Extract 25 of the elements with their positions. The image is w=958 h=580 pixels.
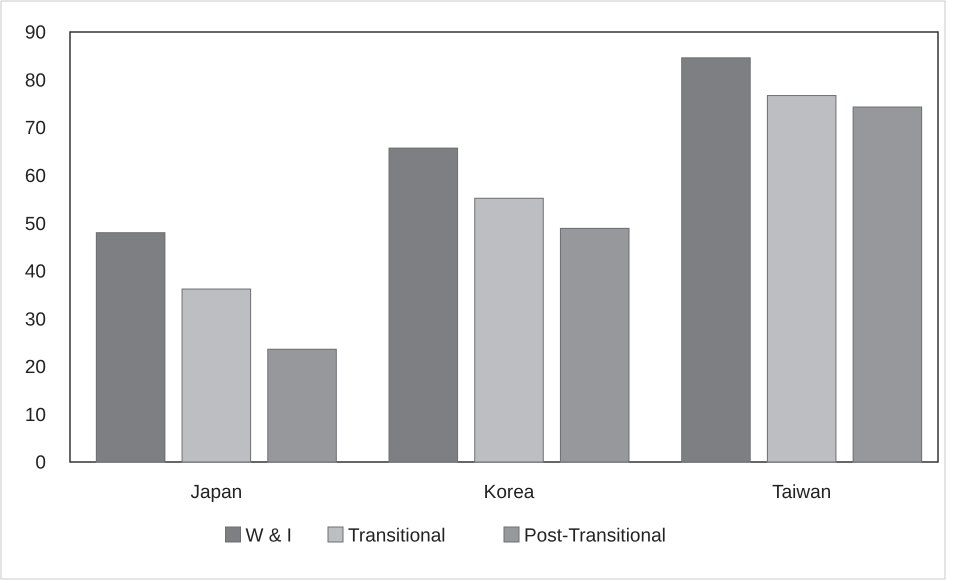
x-tick-label: Korea (484, 482, 535, 503)
bar (267, 348, 337, 462)
bar (96, 232, 166, 462)
y-tick-label: 50 (24, 214, 46, 235)
bar (182, 288, 252, 462)
bar (388, 148, 458, 462)
bar (852, 106, 922, 462)
y-tick-label: 10 (24, 404, 46, 426)
y-tick-label: 40 (24, 262, 46, 283)
bar (681, 57, 751, 462)
legend-label: Transitional (348, 526, 446, 547)
y-tick-label: 0 (35, 452, 46, 474)
y-tick-label: 90 (24, 22, 46, 44)
legend-label: W & I (246, 526, 292, 547)
bar (560, 228, 630, 462)
y-tick-label: 30 (24, 309, 46, 330)
x-tick-label: Taiwan (772, 482, 832, 503)
legend-label: Post-Transitional (524, 526, 666, 547)
y-tick-label: 80 (24, 70, 46, 92)
y-tick-label: 20 (24, 357, 46, 378)
y-tick-label: 60 (24, 166, 46, 187)
bar (474, 198, 544, 462)
x-tick-label: Japan (190, 482, 242, 503)
bar (766, 95, 836, 462)
y-tick-label: 70 (24, 118, 46, 140)
